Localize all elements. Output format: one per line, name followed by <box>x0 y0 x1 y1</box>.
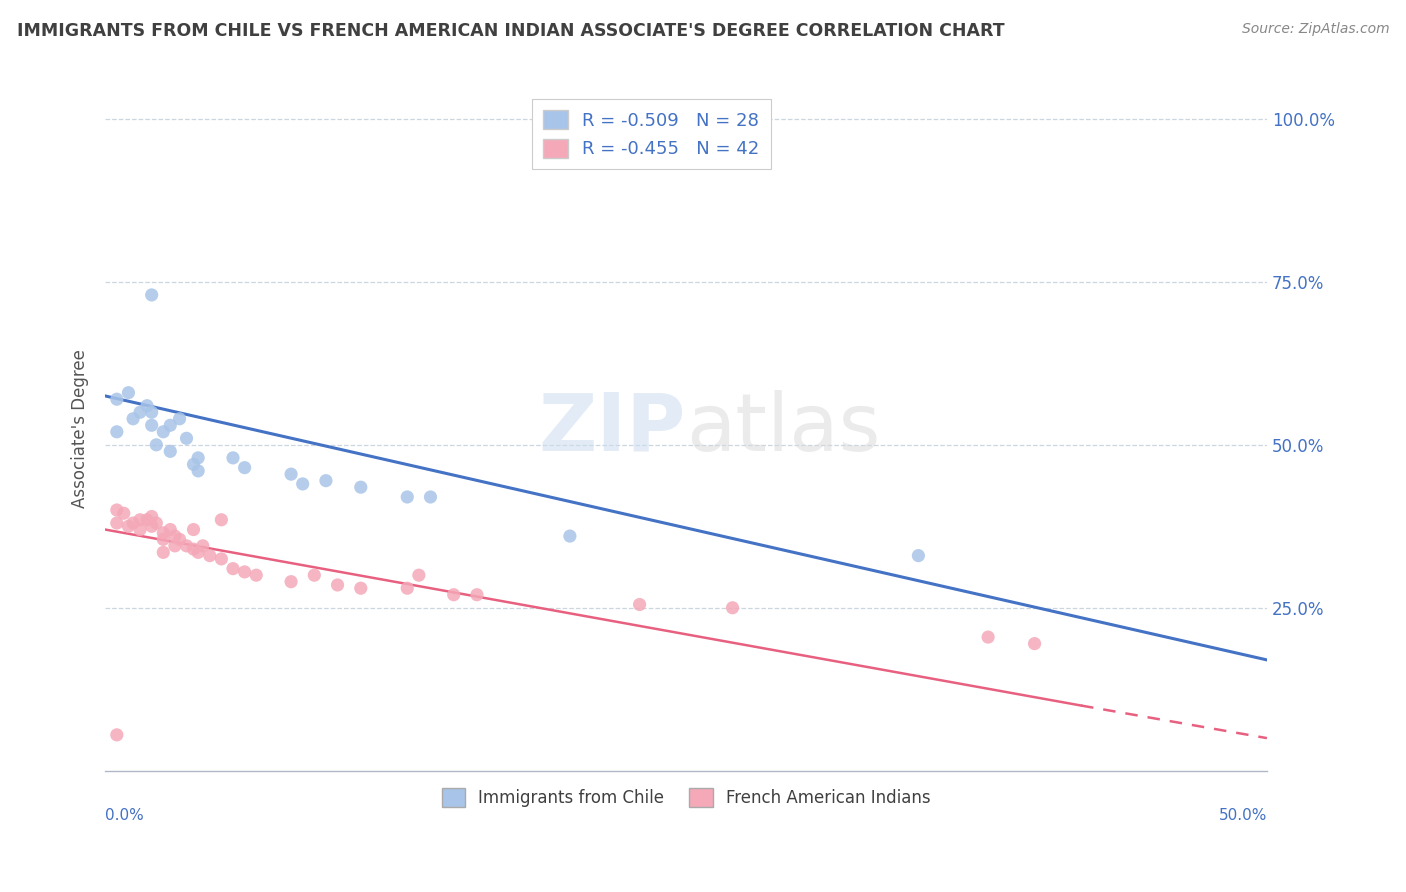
Point <box>105 392 128 407</box>
Point <box>105 728 128 742</box>
Point <box>152 425 174 439</box>
Legend: Immigrants from Chile, French American Indians: Immigrants from Chile, French American I… <box>434 781 938 814</box>
Point <box>117 385 139 400</box>
Point <box>152 533 174 547</box>
Point <box>977 630 1000 644</box>
Point <box>152 525 174 540</box>
Point <box>141 288 163 302</box>
Point <box>129 523 152 537</box>
Point <box>112 506 135 520</box>
Point <box>209 513 232 527</box>
Point <box>191 539 214 553</box>
Point <box>222 450 245 465</box>
Point <box>141 418 163 433</box>
Point <box>443 588 465 602</box>
Point <box>408 568 430 582</box>
Text: 50.0%: 50.0% <box>1219 808 1267 823</box>
Point <box>350 480 373 494</box>
Point <box>159 523 181 537</box>
Point <box>187 464 209 478</box>
Point <box>129 513 152 527</box>
Point <box>183 523 205 537</box>
Point <box>176 539 198 553</box>
Point <box>183 458 205 472</box>
Point <box>169 411 191 425</box>
Point <box>907 549 929 563</box>
Point <box>136 399 159 413</box>
Point <box>176 431 198 445</box>
Point <box>558 529 581 543</box>
Point <box>169 533 191 547</box>
Point <box>315 474 337 488</box>
Point <box>141 405 163 419</box>
Point <box>105 516 128 530</box>
Point <box>1024 637 1046 651</box>
Point <box>233 565 256 579</box>
Point <box>280 574 302 589</box>
Point <box>105 425 128 439</box>
Text: IMMIGRANTS FROM CHILE VS FRENCH AMERICAN INDIAN ASSOCIATE'S DEGREE CORRELATION C: IMMIGRANTS FROM CHILE VS FRENCH AMERICAN… <box>17 22 1004 40</box>
Text: atlas: atlas <box>686 390 880 467</box>
Y-axis label: Associate's Degree: Associate's Degree <box>72 349 89 508</box>
Point <box>198 549 221 563</box>
Point <box>183 542 205 557</box>
Point <box>291 477 314 491</box>
Point <box>465 588 488 602</box>
Point <box>136 513 159 527</box>
Point <box>129 405 152 419</box>
Point <box>304 568 326 582</box>
Point <box>105 503 128 517</box>
Point <box>145 516 167 530</box>
Point <box>326 578 349 592</box>
Point <box>233 460 256 475</box>
Text: 0.0%: 0.0% <box>105 808 143 823</box>
Point <box>187 450 209 465</box>
Point <box>163 529 186 543</box>
Point <box>159 418 181 433</box>
Point <box>122 411 145 425</box>
Point <box>222 562 245 576</box>
Point <box>152 545 174 559</box>
Point <box>187 545 209 559</box>
Point <box>396 490 419 504</box>
Point <box>122 516 145 530</box>
Point <box>141 509 163 524</box>
Point <box>628 598 651 612</box>
Point <box>721 600 744 615</box>
Point <box>163 539 186 553</box>
Point <box>245 568 267 582</box>
Point <box>141 519 163 533</box>
Point <box>117 519 139 533</box>
Point <box>350 581 373 595</box>
Point <box>209 552 232 566</box>
Text: ZIP: ZIP <box>538 390 686 467</box>
Text: Source: ZipAtlas.com: Source: ZipAtlas.com <box>1241 22 1389 37</box>
Point <box>396 581 419 595</box>
Point <box>419 490 441 504</box>
Point <box>159 444 181 458</box>
Point <box>145 438 167 452</box>
Point <box>280 467 302 482</box>
